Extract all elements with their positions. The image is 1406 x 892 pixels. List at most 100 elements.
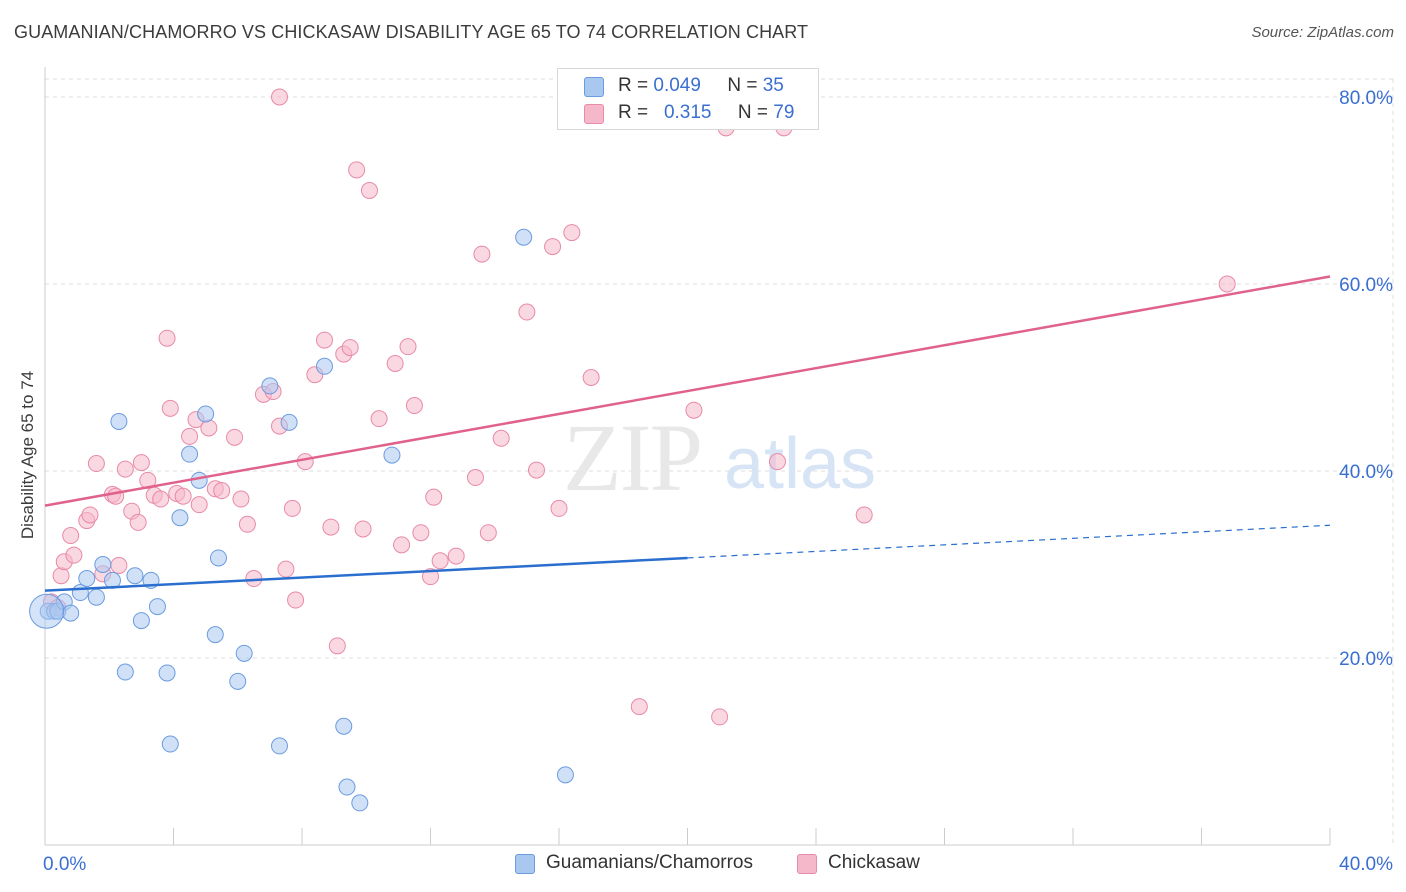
guamanian-point <box>87 588 105 606</box>
y-tick-label: 60.0% <box>1339 275 1393 296</box>
chickasaw-point <box>393 536 411 554</box>
chickasaw-point <box>322 518 340 536</box>
chickasaw-point <box>328 637 346 655</box>
chickasaw-point <box>65 546 83 564</box>
guamanian-point <box>515 228 533 246</box>
trend-lines <box>44 275 1331 592</box>
legend-r-label: R = <box>618 75 649 96</box>
guamanian-point <box>197 405 215 423</box>
legend-swatch-blue <box>515 854 535 874</box>
guamanian-point <box>110 412 128 430</box>
guamanian-point <box>335 717 353 735</box>
guamanian-trend-extension <box>687 524 1331 559</box>
chickasaw-point <box>466 469 484 487</box>
x-tick-label: 0.0% <box>43 854 86 875</box>
guamanian-point <box>261 377 279 395</box>
watermark-zip: ZIP <box>563 404 701 511</box>
chickasaw-point <box>174 487 192 505</box>
tick-labels: 20.0% 40.0% 60.0% 80.0% 0.0% 40.0% <box>43 88 1393 875</box>
chickasaw-point <box>348 161 366 179</box>
chickasaw-point <box>550 499 568 517</box>
legend-r-label: R = <box>618 102 649 123</box>
watermark: ZIP atlas <box>563 404 876 511</box>
chickasaw-point <box>296 453 314 471</box>
chickasaw-point <box>768 453 786 471</box>
legend-n-label: N = <box>737 102 769 123</box>
chickasaw-point <box>855 506 873 524</box>
chickasaw-point <box>412 524 430 542</box>
chickasaw-point <box>544 238 562 256</box>
guamanian-points <box>29 228 574 812</box>
chickasaw-point <box>181 427 199 445</box>
legend-r-value: 0.315 <box>663 102 712 123</box>
chart-title: GUAMANIAN/CHAMORRO VS CHICKASAW DISABILI… <box>14 22 809 42</box>
guamanian-point <box>271 737 289 755</box>
chickasaw-point <box>563 224 581 242</box>
chickasaw-point <box>238 515 256 533</box>
chickasaw-point <box>405 397 423 415</box>
x-tick-label: 40.0% <box>1339 854 1393 875</box>
chickasaw-point <box>271 88 289 106</box>
guamanian-point <box>206 626 224 644</box>
chickasaw-point <box>116 460 134 478</box>
guamanian-point <box>315 357 333 375</box>
guamanian-point <box>383 446 401 464</box>
legend-r-value: 0.049 <box>653 75 701 96</box>
guamanian-point <box>280 413 298 431</box>
chickasaw-trend-line <box>44 275 1331 507</box>
correlation-legend: R = 0.049 N = 35 R = 0.315 N = 79 <box>557 68 819 130</box>
guamanian-trend-line <box>44 556 688 592</box>
chickasaw-point <box>277 560 295 578</box>
chickasaw-point <box>132 454 150 472</box>
chickasaw-point <box>386 354 404 372</box>
grid-lines <box>45 78 1394 845</box>
chickasaw-point <box>370 410 388 428</box>
guamanian-point <box>132 612 150 630</box>
guamanian-point <box>351 794 369 812</box>
chickasaw-point <box>492 429 510 447</box>
guamanian-point <box>158 664 176 682</box>
guamanian-point <box>94 556 112 573</box>
guamanian-point <box>209 549 227 567</box>
legend-swatch-blue <box>584 77 604 97</box>
legend-swatch-pink <box>797 854 817 874</box>
guamanian-point <box>229 672 247 690</box>
chickasaw-point <box>226 428 244 446</box>
legend-n-label: N = <box>727 75 758 96</box>
y-tick-label: 80.0% <box>1339 88 1393 109</box>
chickasaw-point <box>190 496 208 514</box>
chickasaw-point <box>52 567 70 585</box>
guamanian-point-cluster <box>29 593 65 629</box>
chickasaw-point <box>518 303 536 321</box>
chickasaw-point <box>422 568 439 586</box>
guamanian-point <box>62 604 80 622</box>
chickasaw-point <box>161 399 179 417</box>
guamanian-point <box>235 644 253 662</box>
chickasaw-point <box>473 245 491 263</box>
chickasaw-point <box>110 556 128 574</box>
chickasaw-point <box>354 520 372 538</box>
chickasaw-points <box>42 79 1236 726</box>
legend-n-value: 35 <box>762 75 784 96</box>
chickasaw-point <box>447 547 465 565</box>
chickasaw-point <box>87 455 105 473</box>
source-label: Source: ZipAtlas.com <box>1251 24 1394 41</box>
chickasaw-point <box>582 369 600 386</box>
chickasaw-point <box>341 339 359 357</box>
guamanian-point <box>161 735 179 753</box>
watermark-atlas: atlas <box>724 424 876 504</box>
chickasaw-point <box>200 419 218 437</box>
chickasaw-point <box>81 506 99 524</box>
guamanian-point <box>116 663 134 681</box>
chickasaw-point <box>213 482 231 500</box>
chickasaw-point <box>232 490 250 508</box>
legend-n-value: 79 <box>773 102 795 123</box>
y-tick-label: 40.0% <box>1339 462 1393 483</box>
chickasaw-point <box>399 338 417 356</box>
chickasaw-point <box>152 490 170 508</box>
axes <box>44 67 1331 846</box>
chickasaw-point <box>315 331 333 349</box>
guamanian-point <box>338 778 356 796</box>
chickasaw-point <box>711 708 729 726</box>
